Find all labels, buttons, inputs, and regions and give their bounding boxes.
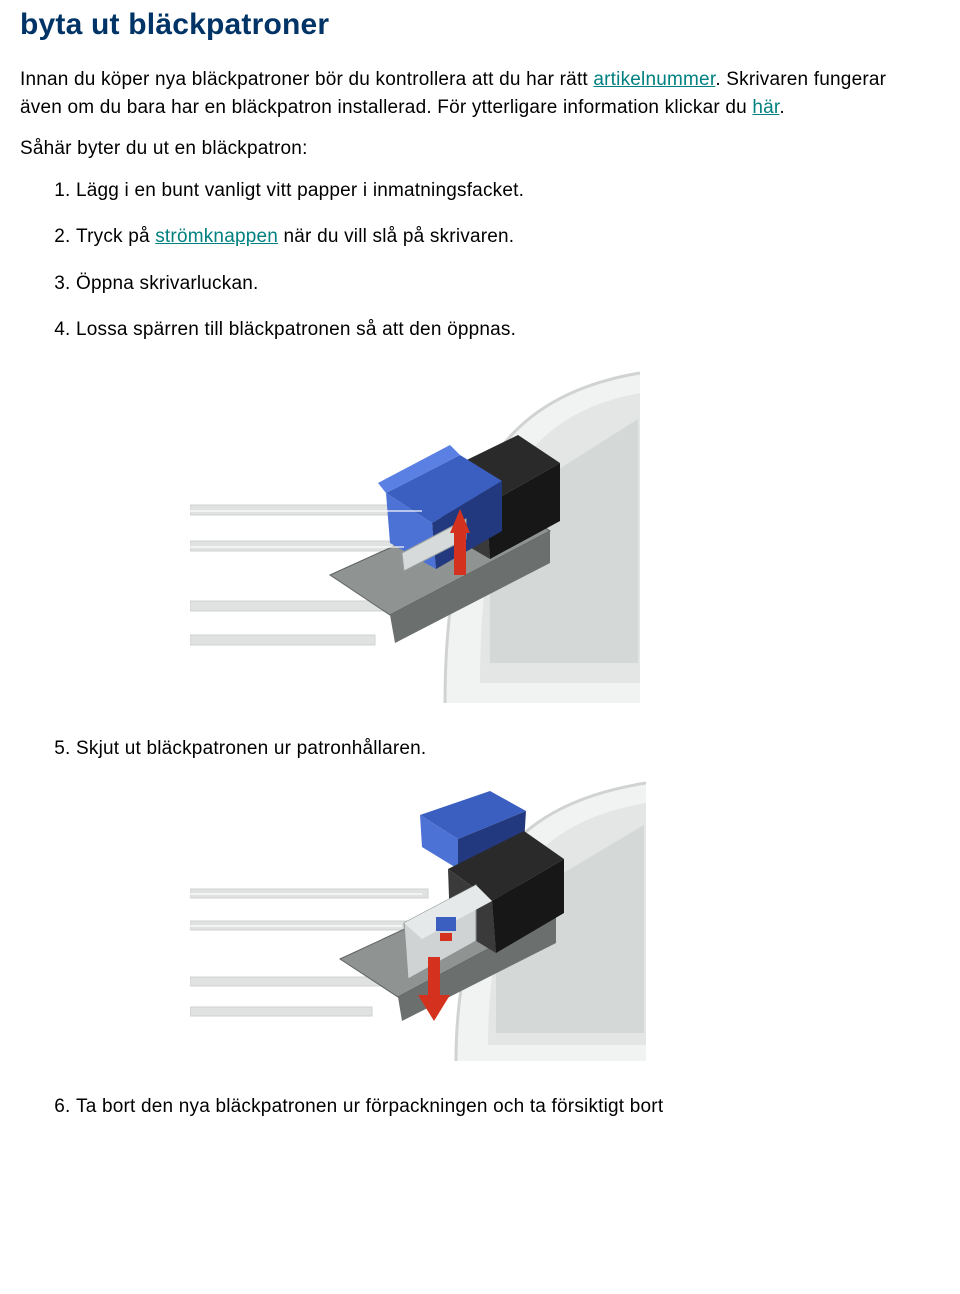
steps-list-cont-6: Ta bort den nya bläckpatronen ur förpack… bbox=[20, 1093, 900, 1122]
figure-step-5 bbox=[190, 781, 900, 1061]
page-title: byta ut bläckpatroner bbox=[20, 8, 900, 42]
step-2: Tryck på strömknappen när du vill slå på… bbox=[76, 223, 900, 252]
step-3: Öppna skrivarluckan. bbox=[76, 270, 900, 299]
intro-text-1: Innan du köper nya bläckpatroner bör du … bbox=[20, 69, 593, 90]
figure-step-4 bbox=[190, 363, 900, 703]
step-6: Ta bort den nya bläckpatronen ur förpack… bbox=[76, 1093, 900, 1122]
steps-list: Lägg i en bunt vanligt vitt papper i inm… bbox=[20, 177, 900, 345]
steps-list-cont-5: Skjut ut bläckpatronen ur patronhållaren… bbox=[20, 735, 900, 764]
link-stromknappen[interactable]: strömknappen bbox=[155, 226, 278, 247]
page-container: byta ut bläckpatroner Innan du köper nya… bbox=[0, 0, 960, 1164]
step-5: Skjut ut bläckpatronen ur patronhållaren… bbox=[76, 735, 900, 764]
printer-latch-icon bbox=[190, 363, 640, 703]
step-1: Lägg i en bunt vanligt vitt papper i inm… bbox=[76, 177, 900, 206]
step-4: Lossa spärren till bläckpatronen så att … bbox=[76, 316, 900, 345]
printer-slide-out-icon bbox=[190, 781, 646, 1061]
intro-paragraph: Innan du köper nya bläckpatroner bör du … bbox=[20, 66, 900, 121]
link-har[interactable]: här bbox=[752, 97, 779, 118]
intro-text-3: . bbox=[779, 97, 784, 118]
step-2-text-b: när du vill slå på skrivaren. bbox=[278, 226, 514, 247]
step-2-text-a: Tryck på bbox=[76, 226, 155, 247]
link-artikelnummer[interactable]: artikelnummer bbox=[593, 69, 715, 90]
subheading: Såhär byter du ut en bläckpatron: bbox=[20, 135, 900, 163]
